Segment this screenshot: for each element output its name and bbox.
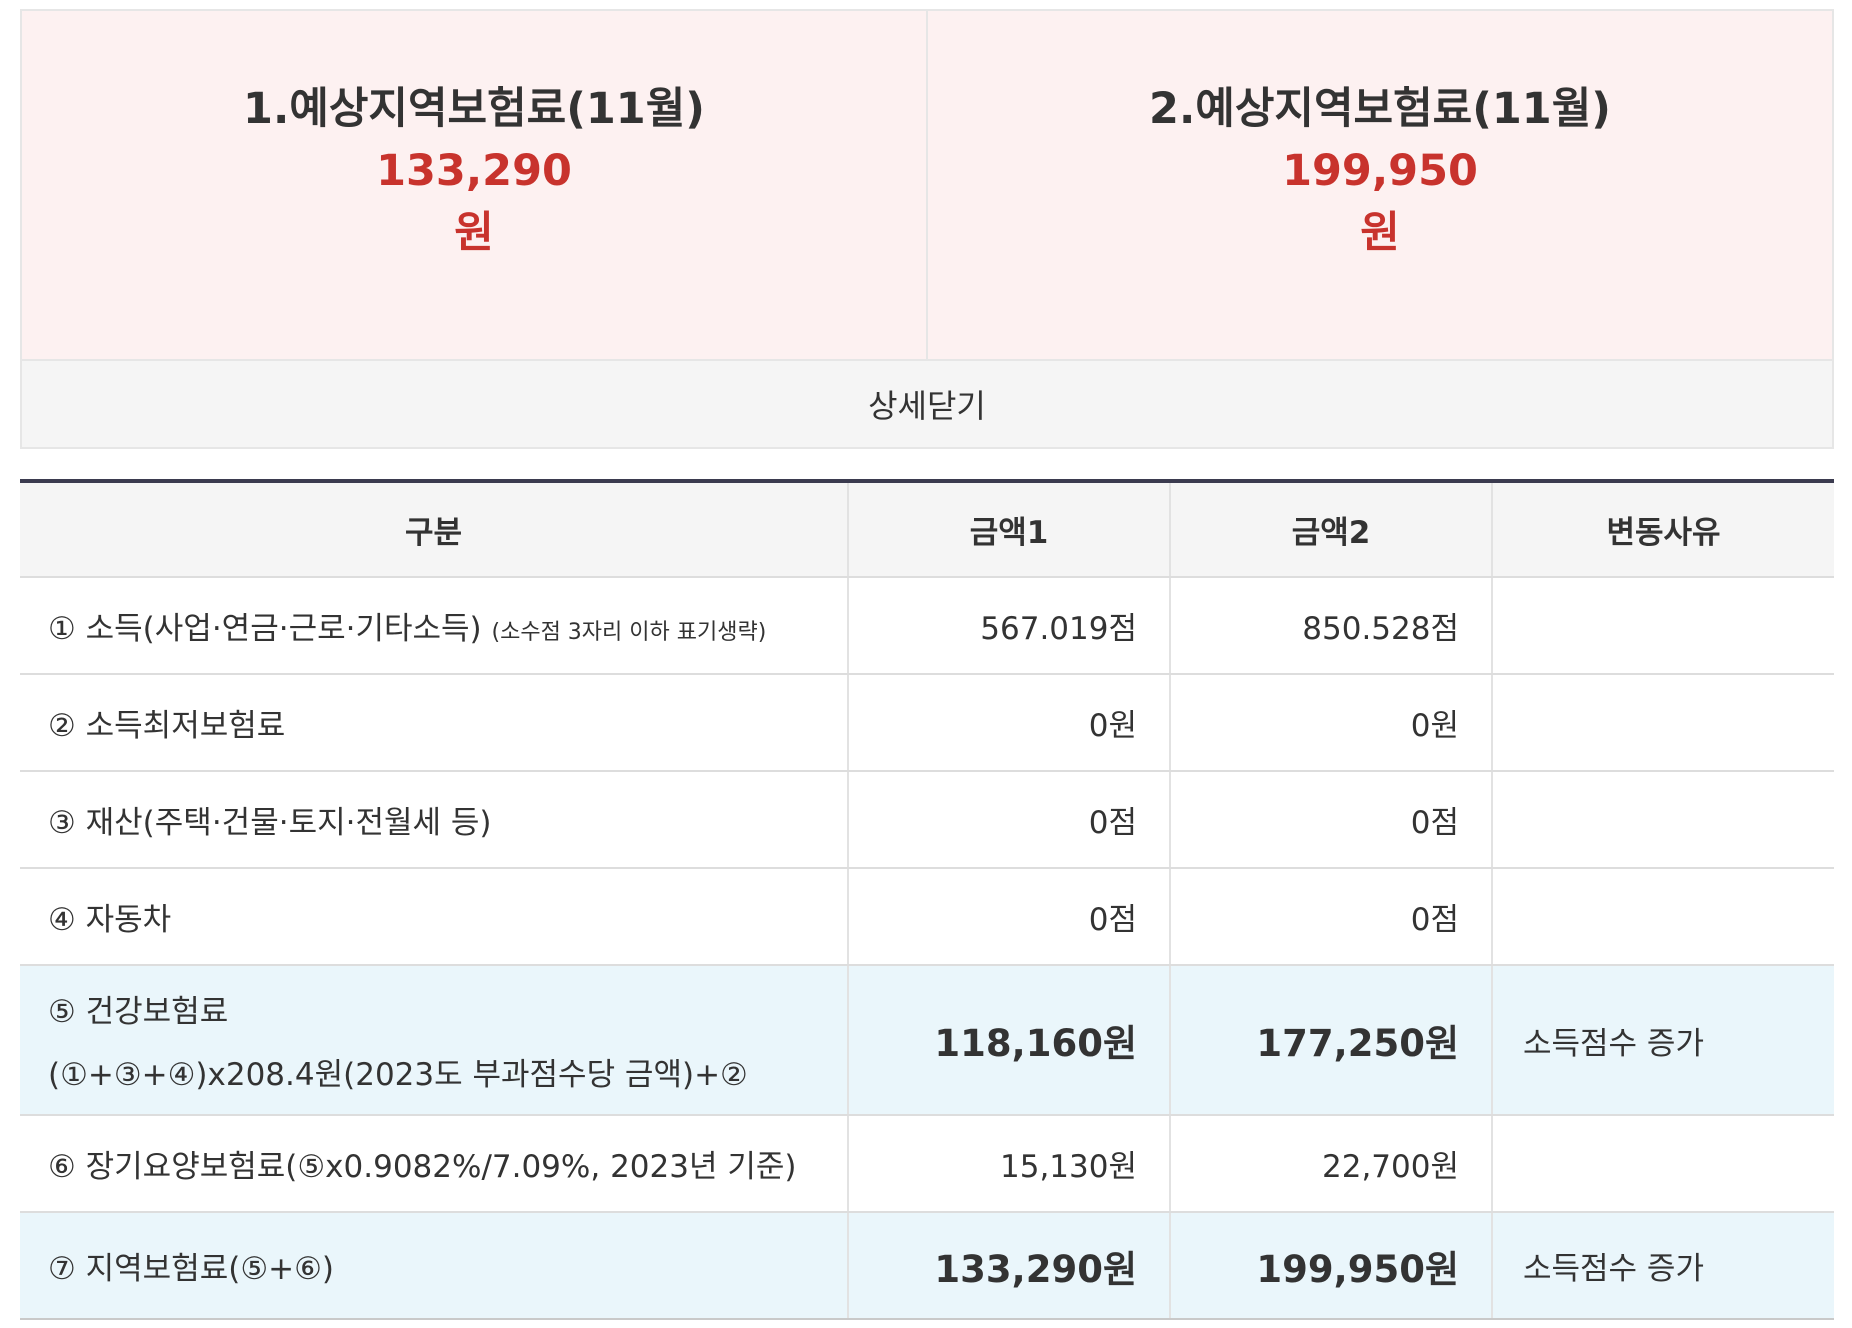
row-amount1: 118,160원	[847, 965, 1170, 1116]
summary-panel: 1.예상지역보험료(11월) 133,290 원 2.예상지역보험료(11월) …	[20, 9, 1834, 359]
row-amount1: 15,130원	[847, 1115, 1170, 1213]
header-category: 구분	[20, 481, 848, 578]
header-amount2: 금액2	[1169, 481, 1492, 578]
summary-unit-2: 원	[1360, 208, 1400, 258]
table-row: ⑥ 장기요양보험료(⑤x0.9082%/7.09%, 2023년 기준) 15,…	[20, 1115, 1834, 1213]
summary-box-2: 2.예상지역보험료(11월) 199,950 원	[926, 11, 1832, 359]
table-row: ① 소득(사업·연금·근로·기타소득) (소수점 3자리 이하 표기생략) 56…	[20, 577, 1834, 675]
row-reason	[1491, 577, 1834, 675]
row-category-label: ① 소득(사업·연금·근로·기타소득)	[48, 611, 482, 647]
row-amount1: 0점	[847, 771, 1170, 869]
row-amount1: 0점	[847, 868, 1170, 966]
row-amount2: 0점	[1169, 868, 1492, 966]
row-category: ③ 재산(주택·건물·토지·전월세 등)	[20, 771, 848, 869]
row-category: ② 소득최저보험료	[20, 674, 848, 772]
row-reason: 소득점수 증가	[1491, 965, 1834, 1116]
row-reason	[1491, 771, 1834, 869]
row-category: ① 소득(사업·연금·근로·기타소득) (소수점 3자리 이하 표기생략)	[20, 577, 848, 675]
detail-table: 구분 금액1 금액2 변동사유 ① 소득(사업·연금·근로·기타소득) (소수점…	[20, 479, 1834, 1320]
row-category: ⑦ 지역보험료(⑤+⑥)	[20, 1212, 848, 1320]
row-amount2: 22,700원	[1169, 1115, 1492, 1213]
row-amount2: 177,250원	[1169, 965, 1492, 1116]
row-amount2: 850.528점	[1169, 577, 1492, 675]
summary-unit-1: 원	[454, 208, 494, 258]
premium-calculator: 1.예상지역보험료(11월) 133,290 원 2.예상지역보험료(11월) …	[20, 9, 1834, 1320]
summary-amount-2: 199,950	[1282, 146, 1478, 196]
header-amount1: 금액1	[847, 481, 1170, 578]
table-row: ③ 재산(주택·건물·토지·전월세 등) 0점 0점	[20, 771, 1834, 869]
row-amount1: 0원	[847, 674, 1170, 772]
detail-close-button[interactable]: 상세닫기	[20, 359, 1834, 449]
summary-title-2: 2.예상지역보험료(11월)	[1149, 84, 1611, 134]
row-amount1: 567.019점	[847, 577, 1170, 675]
row-category-label: ⑤ 건강보험료	[48, 994, 229, 1030]
summary-amount-1: 133,290	[376, 146, 572, 196]
row-category-note: (소수점 3자리 이하 표기생략)	[491, 620, 767, 645]
row-reason	[1491, 868, 1834, 966]
table-row-highlight: ⑦ 지역보험료(⑤+⑥) 133,290원 199,950원 소득점수 증가	[20, 1212, 1834, 1320]
summary-box-1: 1.예상지역보험료(11월) 133,290 원	[22, 11, 926, 359]
row-amount2: 199,950원	[1169, 1212, 1492, 1320]
table-row-highlight: ⑤ 건강보험료 (①+③+④)x208.4원(2023도 부과점수당 금액)+② …	[20, 965, 1834, 1116]
summary-title-1: 1.예상지역보험료(11월)	[243, 84, 705, 134]
row-amount2: 0원	[1169, 674, 1492, 772]
row-category-formula: (①+③+④)x208.4원(2023도 부과점수당 금액)+②	[48, 1057, 748, 1093]
row-reason	[1491, 1115, 1834, 1213]
row-reason	[1491, 674, 1834, 772]
row-amount2: 0점	[1169, 771, 1492, 869]
row-category: ⑥ 장기요양보험료(⑤x0.9082%/7.09%, 2023년 기준)	[20, 1115, 848, 1213]
table-header-row: 구분 금액1 금액2 변동사유	[20, 481, 1834, 578]
row-category: ⑤ 건강보험료 (①+③+④)x208.4원(2023도 부과점수당 금액)+②	[20, 965, 848, 1116]
table-row: ④ 자동차 0점 0점	[20, 868, 1834, 966]
header-reason: 변동사유	[1491, 481, 1834, 578]
row-reason: 소득점수 증가	[1491, 1212, 1834, 1320]
row-amount1: 133,290원	[847, 1212, 1170, 1320]
row-category: ④ 자동차	[20, 868, 848, 966]
table-row: ② 소득최저보험료 0원 0원	[20, 674, 1834, 772]
